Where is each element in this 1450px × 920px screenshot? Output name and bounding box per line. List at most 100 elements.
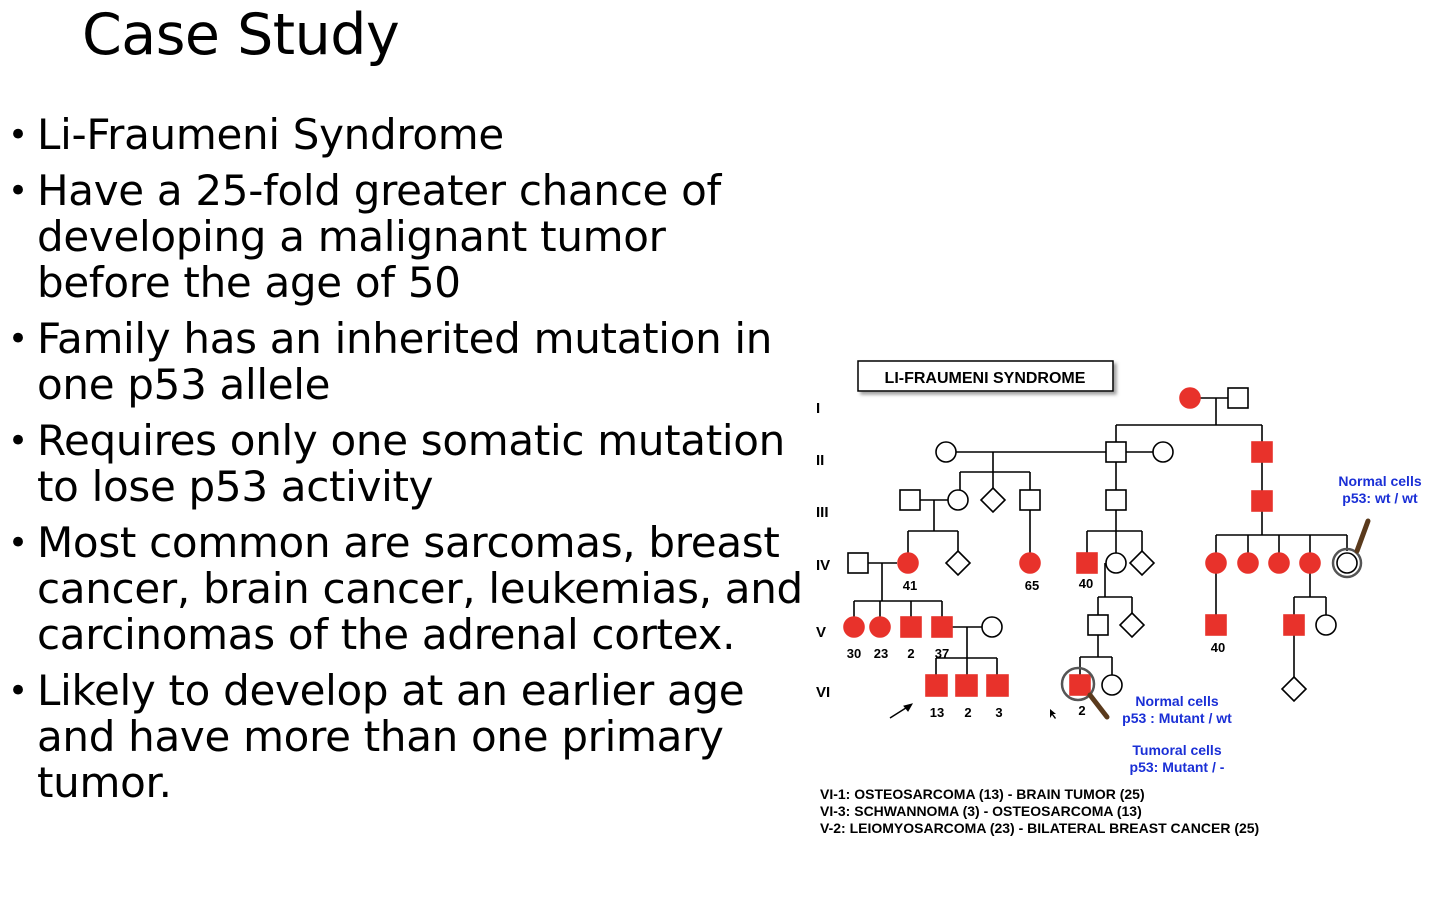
age-label: 2 bbox=[1078, 703, 1085, 718]
pedigree-title-box: LI-FRAUMENI SYNDROME bbox=[857, 360, 1114, 392]
bullet-text-line: Have a 25-fold greater chance of bbox=[37, 166, 721, 215]
diagnosis-note: VI-3: SCHWANNOMA (3) - OSTEOSARCOMA (13) bbox=[820, 803, 1142, 819]
unaffected-female bbox=[947, 489, 969, 511]
unaffected-male bbox=[1105, 489, 1127, 511]
generation-label-v: V bbox=[816, 624, 826, 641]
affected-female bbox=[1205, 552, 1227, 574]
affected-male bbox=[1205, 614, 1227, 636]
bullet-item: • Most common are sarcomas, breast cancer,… bbox=[8, 520, 808, 658]
age-label: 2 bbox=[964, 705, 971, 720]
unaffected-female bbox=[981, 616, 1003, 638]
bullet-text-line: to lose p53 activity bbox=[37, 462, 434, 511]
affected-male bbox=[1251, 441, 1273, 463]
affected-male-proband bbox=[925, 674, 948, 697]
bullet-text-line: cancer, brain cancer, leukemias, and bbox=[37, 564, 803, 613]
bullet-dot-icon: • bbox=[8, 421, 28, 461]
bullet-item: • Likely to develop at an earlier age and … bbox=[8, 668, 808, 806]
age-label: 30 bbox=[847, 646, 861, 661]
affected-female bbox=[1179, 387, 1201, 409]
age-label: 13 bbox=[930, 705, 944, 720]
bullet-text-line: developing a malignant tumor bbox=[37, 212, 666, 261]
unaffected-female bbox=[1101, 674, 1123, 696]
unaffected-female bbox=[935, 441, 957, 463]
affected-male bbox=[1283, 614, 1305, 636]
affected-male bbox=[900, 616, 922, 638]
age-label: 40 bbox=[1079, 576, 1093, 591]
affected-female bbox=[1237, 552, 1259, 574]
unknown-sex-diamond bbox=[1280, 675, 1308, 703]
affected-female bbox=[843, 616, 865, 638]
unaffected-female bbox=[1315, 614, 1337, 636]
bullet-item: • Have a 25-fold greater chance of develop… bbox=[8, 168, 808, 306]
age-label: 41 bbox=[903, 578, 917, 593]
generation-label-iii: III bbox=[816, 504, 829, 521]
bullet-text-line: Likely to develop at an earlier age bbox=[37, 666, 745, 715]
normal-cells-genotype: p53 : Mutant / wt bbox=[1122, 710, 1232, 726]
unaffected-male bbox=[1105, 441, 1127, 463]
affected-female bbox=[897, 552, 919, 574]
age-label: 2 bbox=[907, 646, 914, 661]
affected-male bbox=[931, 616, 953, 638]
pedigree-lines bbox=[853, 397, 1348, 677]
cursor-icon bbox=[1050, 709, 1056, 719]
normal-cells-label: Normal cells bbox=[1135, 693, 1218, 709]
bullet-dot-icon: • bbox=[8, 523, 28, 563]
affected-female bbox=[1019, 552, 1041, 574]
bullet-list: • Li-Fraumeni Syndrome • Have a 25-fold gre… bbox=[8, 112, 808, 816]
bullet-text-line: and have more than one primary bbox=[37, 712, 724, 761]
tumoral-cells-label: Tumoral cells bbox=[1132, 742, 1221, 758]
bullet-text-line: Most common are sarcomas, breast bbox=[37, 518, 780, 567]
affected-male bbox=[955, 674, 978, 697]
diagnosis-note: VI-1: OSTEOSARCOMA (13) - BRAIN TUMOR (2… bbox=[820, 786, 1145, 802]
unaffected-male bbox=[899, 489, 921, 511]
bullet-dot-icon: • bbox=[8, 171, 28, 211]
bullet-dot-icon: • bbox=[8, 319, 28, 359]
age-label: 3 bbox=[995, 705, 1002, 720]
generation-label-ii: II bbox=[816, 452, 824, 469]
bullet-text-line: Li-Fraumeni Syndrome bbox=[37, 112, 504, 159]
generation-label-vi: VI bbox=[816, 684, 830, 701]
bullet-dot-icon: • bbox=[8, 115, 28, 155]
diagnosis-note: V-2: LEIOMYOSARCOMA (23) - BILATERAL BRE… bbox=[820, 820, 1259, 836]
affected-male bbox=[1076, 552, 1098, 574]
bullet-text-line: one p53 allele bbox=[37, 360, 331, 409]
affected-male bbox=[1069, 674, 1091, 696]
unknown-sex-diamond bbox=[944, 549, 972, 577]
slide-title: Case Study bbox=[82, 2, 400, 68]
affected-female bbox=[869, 616, 891, 638]
generation-label-i: I bbox=[816, 400, 820, 417]
unknown-sex-diamond bbox=[1118, 611, 1146, 639]
bullet-text-line: tumor. bbox=[37, 758, 172, 807]
bullet-item: • Requires only one somatic mutation to lo… bbox=[8, 418, 808, 510]
unaffected-male bbox=[1087, 614, 1109, 636]
age-label: 37 bbox=[935, 646, 949, 661]
pedigree-title: LI-FRAUMENI SYNDROME bbox=[885, 370, 1086, 387]
age-label: 23 bbox=[874, 646, 888, 661]
unaffected-female bbox=[1105, 552, 1127, 574]
magnifier-icon bbox=[1060, 666, 1110, 720]
generation-label-iv: IV bbox=[816, 557, 830, 574]
unaffected-male bbox=[1019, 489, 1041, 511]
normal-cells-genotype: p53: wt / wt bbox=[1342, 490, 1418, 506]
bullet-text-line: Requires only one somatic mutation bbox=[37, 416, 785, 465]
affected-female bbox=[1268, 552, 1290, 574]
unknown-sex-diamond bbox=[1128, 549, 1156, 577]
unaffected-female bbox=[1336, 552, 1358, 574]
proband-arrow-icon bbox=[889, 703, 914, 719]
unaffected-male bbox=[1227, 387, 1249, 409]
unaffected-male bbox=[847, 552, 869, 574]
age-label: 40 bbox=[1211, 640, 1225, 655]
affected-male bbox=[1251, 490, 1273, 512]
normal-cells-label: Normal cells bbox=[1338, 473, 1421, 489]
age-label: 65 bbox=[1025, 578, 1039, 593]
magnifier-icon bbox=[1331, 518, 1371, 579]
affected-female bbox=[1299, 552, 1321, 574]
bullet-item: • Li-Fraumeni Syndrome bbox=[8, 112, 808, 158]
pedigree-diagram: LI-FRAUMENI SYNDROME I II III IV V VI bbox=[812, 345, 1442, 845]
bullet-dot-icon: • bbox=[8, 671, 28, 711]
bullet-text-line: carcinomas of the adrenal cortex. bbox=[37, 610, 736, 659]
bullet-text-line: before the age of 50 bbox=[37, 258, 461, 307]
unaffected-female bbox=[1152, 441, 1174, 463]
tumoral-cells-genotype: p53: Mutant / - bbox=[1130, 759, 1225, 775]
unknown-sex-diamond bbox=[979, 486, 1007, 514]
